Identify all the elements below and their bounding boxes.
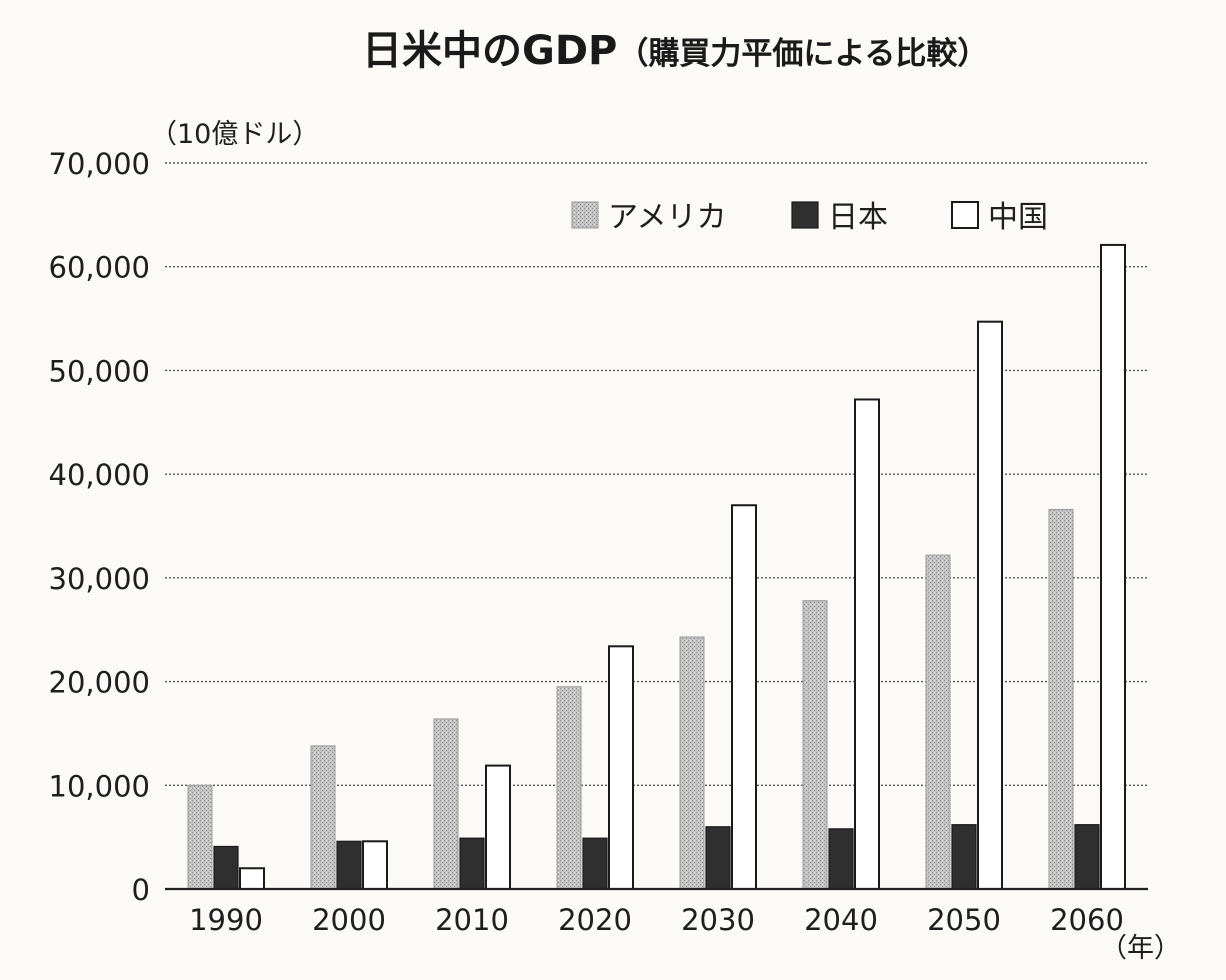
bar-china: [854, 398, 880, 890]
legend-swatch-china: [951, 201, 979, 229]
bar-japan: [828, 828, 854, 890]
x-tick-label: 2050: [927, 903, 1001, 937]
bar-usa: [556, 686, 582, 890]
x-tick-label: 2060: [1050, 903, 1124, 937]
legend-label-usa: アメリカ: [608, 200, 727, 235]
bar-usa: [679, 636, 705, 890]
bar-japan: [951, 824, 977, 890]
x-tick-label: 2000: [312, 903, 386, 937]
bar-china: [485, 764, 511, 891]
bar-japan: [459, 837, 485, 890]
bar-japan: [336, 840, 362, 890]
bar-china: [1100, 243, 1126, 891]
bar-usa: [433, 718, 459, 890]
y-tick-label: 20,000: [49, 666, 150, 700]
bar-usa: [310, 745, 336, 890]
x-tick-label: 2020: [558, 903, 632, 937]
y-tick-label: 10,000: [49, 769, 150, 803]
bar-china: [362, 840, 388, 891]
y-axis-ticks: 0 10,000 20,000 30,000 40,000 50,000 60,000 70,…: [49, 147, 150, 907]
bar-japan: [705, 826, 731, 890]
bars: [187, 243, 1126, 891]
y-tick-label: 30,000: [49, 562, 150, 596]
y-tick-label: 0: [132, 873, 150, 907]
bar-usa: [802, 600, 828, 890]
chart-subtitle: （購買力平価による比較）: [617, 36, 988, 72]
chart-title-main: 日米中のGDP: [362, 28, 617, 74]
bar-china: [731, 504, 757, 890]
bar-usa: [187, 784, 213, 890]
y-tick-label: 40,000: [49, 458, 150, 492]
y-tick-label: 50,000: [49, 354, 150, 388]
bar-japan: [582, 837, 608, 890]
y-tick-label: 60,000: [49, 251, 150, 285]
bar-china: [239, 867, 265, 890]
x-axis-unit-label: （年）: [1100, 933, 1181, 964]
chart-title: 日米中のGDP（購買力平価による比較）: [362, 28, 988, 74]
bar-usa: [925, 554, 951, 890]
legend-label-japan: 日本: [828, 200, 888, 235]
bar-china: [608, 645, 634, 891]
legend-swatch-usa: [571, 201, 599, 229]
x-tick-label: 1990: [189, 903, 263, 937]
bar-usa: [1048, 508, 1074, 890]
x-axis-ticks: 1990 2000 2010 2020 2030 2040 2050 2060: [189, 903, 1124, 937]
y-tick-label: 70,000: [49, 147, 150, 181]
x-tick-label: 2030: [681, 903, 755, 937]
legend-swatch-japan: [791, 201, 819, 229]
x-tick-label: 2010: [435, 903, 509, 937]
legend: アメリカ 日本 中国: [571, 200, 1048, 235]
bar-china: [977, 320, 1003, 890]
x-tick-label: 2040: [804, 903, 878, 937]
bar-japan: [1074, 824, 1100, 890]
bar-japan: [213, 845, 239, 890]
legend-label-china: 中国: [988, 200, 1048, 235]
y-axis-unit-label: （10億ドル）: [150, 119, 319, 150]
